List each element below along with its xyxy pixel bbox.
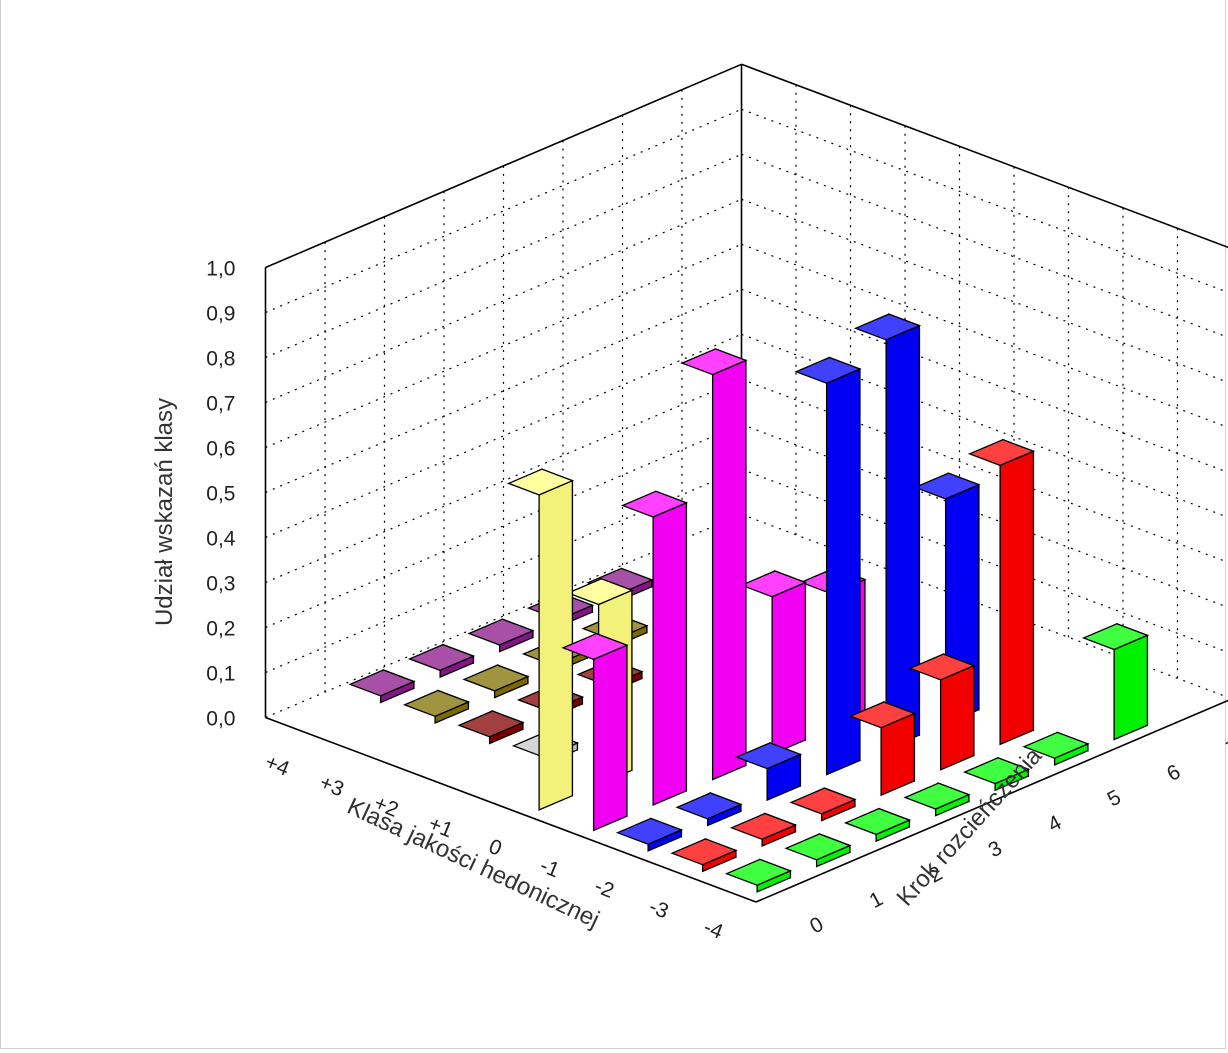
bar--1-step-3	[739, 570, 808, 756]
step-tick-label: 3	[985, 836, 1006, 862]
floor-edge-front-right	[755, 699, 1228, 903]
bar-+4-step-3	[467, 618, 535, 653]
grid-line-z-back-right	[741, 468, 1228, 653]
bar--4-step-6	[1081, 622, 1150, 741]
bar-+2-step-1	[457, 710, 525, 745]
bar-+4-step-1	[348, 669, 416, 704]
x-axis-label: Klasa jakości hedonicznej	[343, 793, 603, 934]
z-tick-label: 0,7	[206, 393, 235, 416]
bar--4-step-3	[903, 782, 971, 817]
bar-0-step-0	[506, 468, 575, 811]
bar--2-step-0	[615, 817, 684, 852]
z-tick-label: 0,6	[206, 438, 235, 461]
z-tick-label: 0,5	[206, 483, 235, 506]
step-tick-label: 0	[806, 913, 827, 939]
step-tick-label: 4	[1044, 811, 1065, 837]
bar--3-step-0	[670, 837, 738, 873]
grid-line-z-back-right	[741, 378, 1228, 563]
grid-line-z-back-left	[265, 243, 742, 449]
class-tick-label: +4	[262, 751, 293, 781]
z-tick-label: 1,0	[206, 258, 235, 281]
bar--3-step-2	[789, 787, 857, 822]
grid-line-z-back-right	[741, 288, 1228, 473]
z-tick-label: 0,2	[206, 618, 235, 641]
bars	[348, 313, 1150, 893]
z-tick-label: 0,8	[206, 348, 235, 371]
top-back-right-edge	[741, 63, 1228, 249]
grid-line-z-back-right	[741, 243, 1228, 428]
bar-+3-step-1	[402, 689, 471, 724]
bar--4-step-2	[843, 807, 912, 843]
floor-back-right	[741, 513, 1228, 698]
floor-edge-front-left	[265, 716, 757, 903]
z-tick-label: 0,1	[206, 663, 235, 686]
bar--1-step-0	[561, 632, 629, 832]
bar--4-step-0	[724, 858, 793, 893]
bar--1-step-2	[680, 347, 748, 781]
z-tick-label: 0,9	[206, 303, 235, 326]
step-tick-label: 1	[866, 887, 887, 913]
bar--4-step-4	[962, 756, 1031, 792]
z-axis-label: Udział wskazań klasy	[151, 398, 178, 626]
class-tick-label: -1	[537, 854, 563, 882]
bar--2-step-2	[734, 741, 803, 802]
bar-+4-step-2	[407, 643, 476, 679]
grid-line-z-back-left	[265, 108, 742, 314]
step-tick-label: 7	[1223, 735, 1228, 761]
bar--3-step-4	[908, 653, 976, 771]
class-tick-label: -3	[646, 895, 672, 923]
z-tick-label: 0,0	[206, 708, 235, 731]
grid-line-z-back-right	[741, 153, 1228, 338]
bar--4-step-5	[1022, 731, 1090, 766]
top-back-left-edge	[265, 63, 742, 269]
z-tick-label: 0,4	[206, 528, 236, 551]
bar--2-step-4	[853, 313, 922, 751]
bar--3-step-3	[848, 701, 917, 797]
step-tick-label: 5	[1104, 786, 1125, 812]
bar--2-step-1	[675, 792, 743, 827]
class-tick-label: -2	[591, 875, 617, 903]
bar--3-step-1	[729, 812, 798, 847]
grid-line-z-back-left	[265, 198, 742, 404]
class-tick-label: +3	[316, 771, 347, 801]
bar--3-step-5	[967, 438, 1036, 746]
z-tick-label: 0,3	[206, 573, 235, 596]
bar--1-step-1	[620, 490, 689, 806]
grid-line-z-back-right	[741, 198, 1228, 383]
bar--2-step-3	[794, 356, 862, 776]
grid-line-z-back-right	[741, 108, 1228, 293]
bar-+3-step-2	[462, 664, 530, 699]
step-tick-label: 6	[1163, 760, 1184, 786]
class-tick-label: -4	[700, 916, 726, 944]
grid-line-z-back-right	[741, 333, 1228, 518]
grid	[264, 63, 1228, 903]
bar--4-step-1	[784, 833, 852, 868]
